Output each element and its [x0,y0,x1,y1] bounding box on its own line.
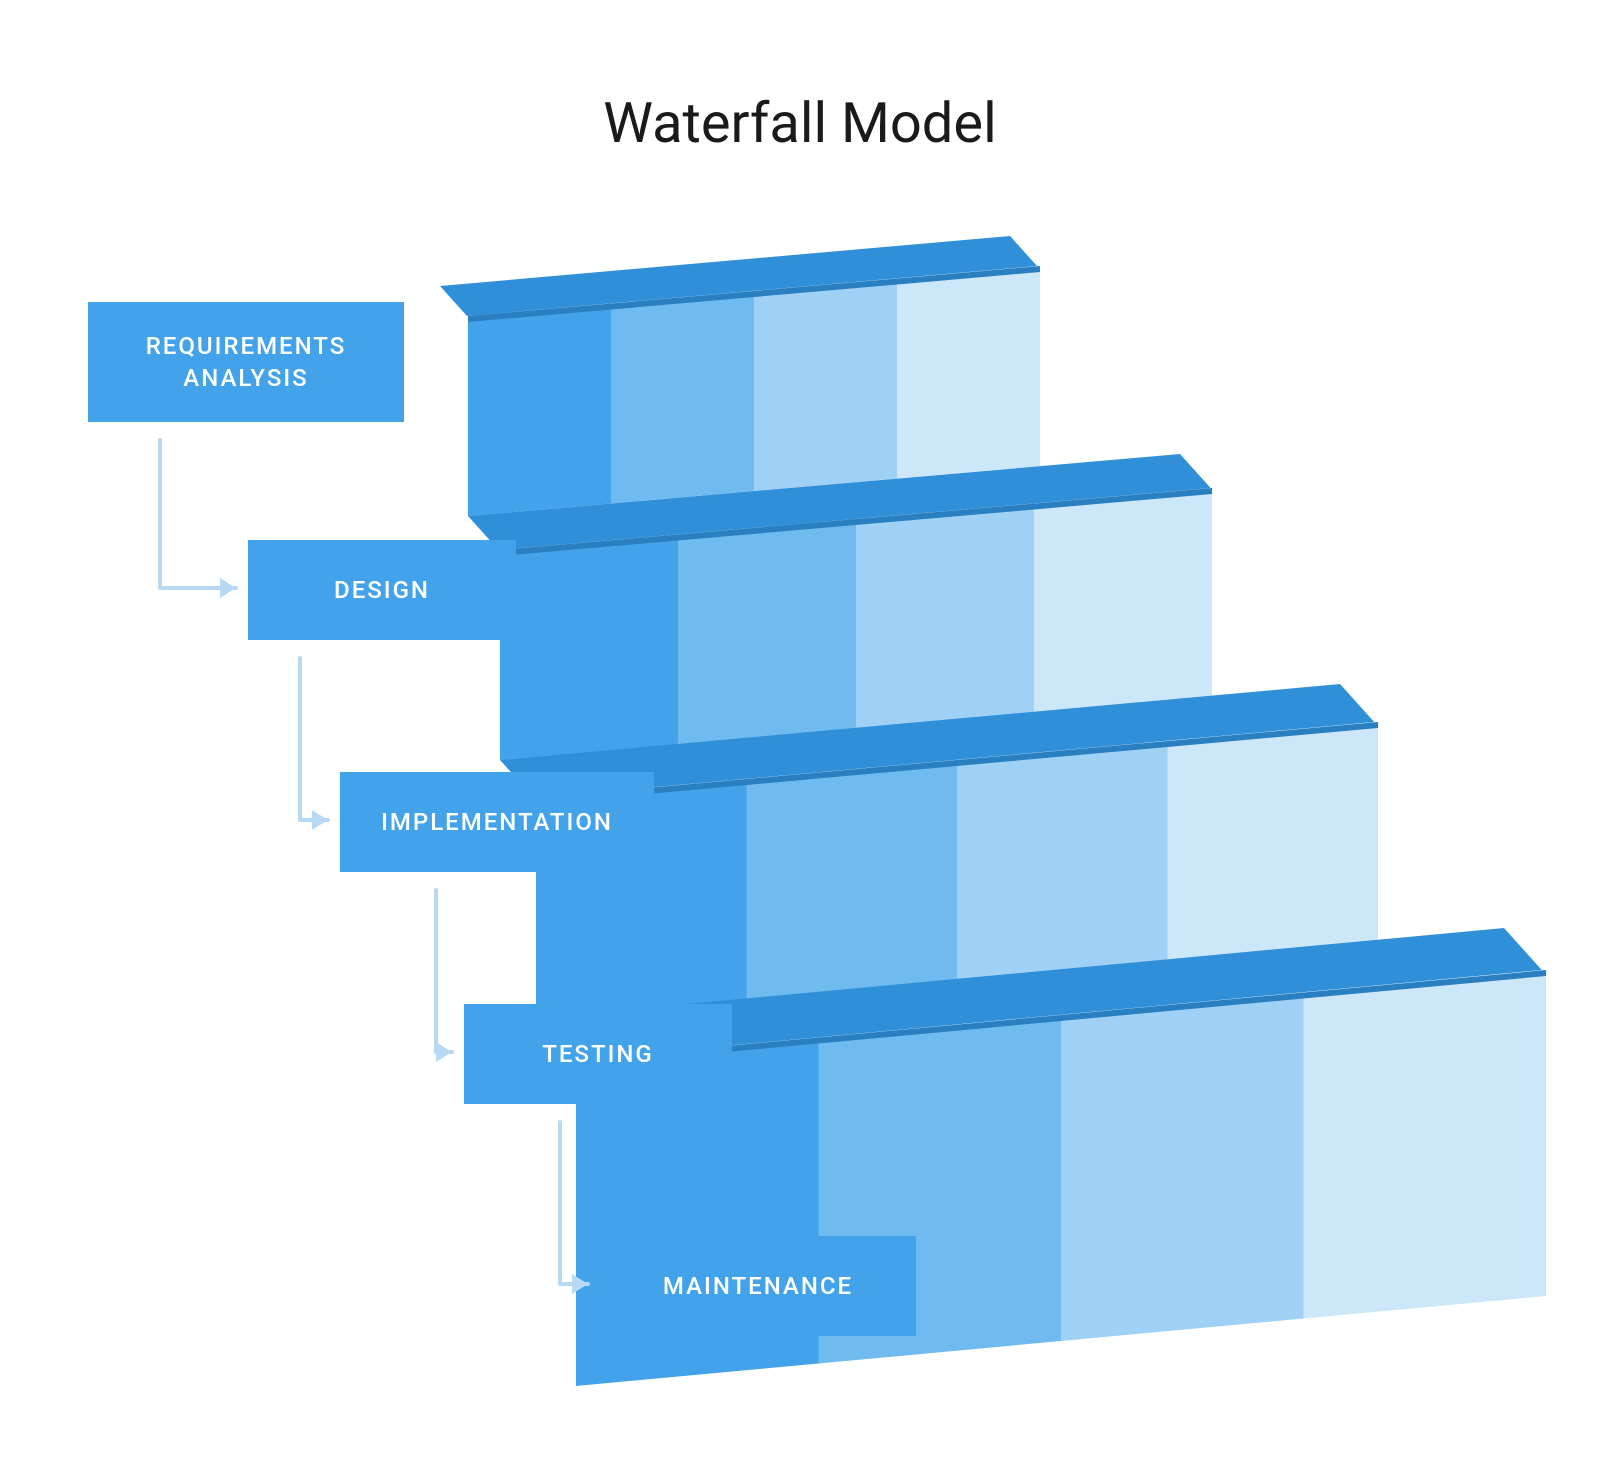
stage-box-3: TESTING [464,1004,732,1104]
stage-box-2: IMPLEMENTATION [340,772,654,872]
diagram-canvas: Waterfall Model REQUIREMENTSANALYSIS DESI… [0,0,1600,1462]
stage-box-0: REQUIREMENTSANALYSIS [88,302,404,422]
flow-arrow-1 [300,658,328,830]
stage-box-1: DESIGN [248,540,516,640]
flow-arrow-3 [560,1122,588,1294]
flow-arrow-2 [436,890,452,1062]
stage-box-4: MAINTENANCE [600,1236,916,1336]
diagram-title: Waterfall Model [0,90,1600,156]
flow-arrow-0 [160,440,236,598]
